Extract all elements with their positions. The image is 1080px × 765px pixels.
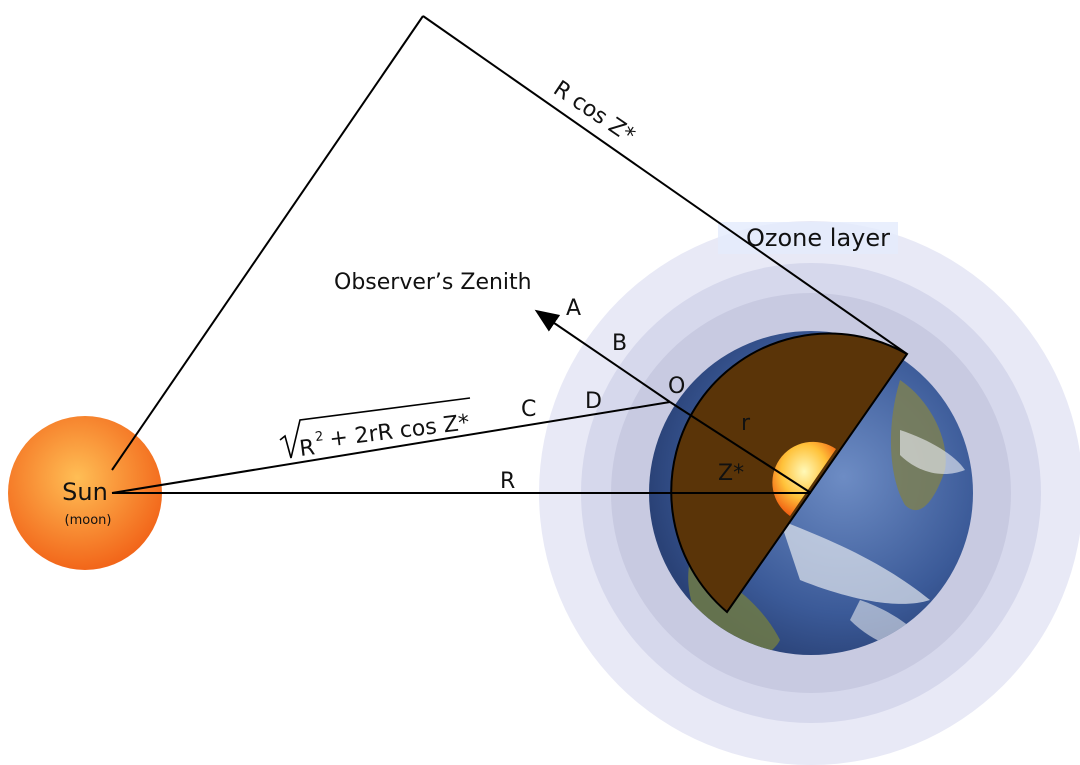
sqrt-sign [279, 397, 471, 459]
sun-label: Sun [62, 478, 108, 506]
observers-zenith-label: Observer’s Zenith [334, 270, 532, 295]
label-O: O [668, 374, 685, 399]
label-C: C [521, 397, 536, 422]
ozone-layer-label: Ozone layer [746, 224, 890, 252]
earth-core [772, 441, 836, 516]
label-B: B [612, 331, 627, 356]
label-z-star: Z* [718, 461, 744, 486]
geometry-lines [111, 15, 908, 494]
ozone-layer-band [718, 222, 898, 254]
earth-radius-line-r [669, 401, 812, 494]
earth [649, 331, 973, 655]
label-R: R [500, 469, 515, 494]
label-A: A [566, 296, 581, 321]
r-cos-z-line [422, 15, 908, 355]
sqrt-expression-R: R [298, 435, 316, 462]
sun-to-observer-line [111, 401, 671, 494]
sqrt-expression-superscript: 2 [314, 429, 324, 445]
sqrt-expression: R 2 + 2rR cos Z* [298, 410, 471, 462]
label-r: r [741, 411, 751, 436]
zenith-arrow [534, 309, 671, 403]
moon-label: (moon) [65, 513, 112, 528]
sun-to-apex-line [111, 15, 424, 471]
label-D: D [585, 389, 602, 414]
